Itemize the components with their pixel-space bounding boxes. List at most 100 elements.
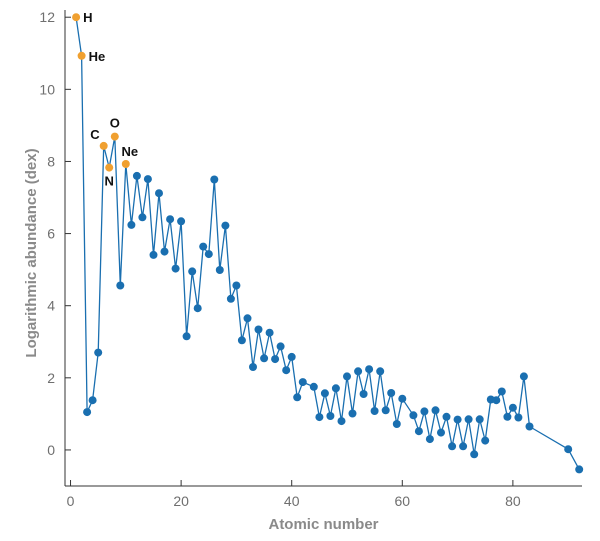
element-label: H [83,10,92,25]
data-point [166,215,175,224]
data-point [199,242,208,251]
data-point [414,427,423,436]
data-point [492,396,501,405]
element-label: He [89,49,106,64]
data-point [431,406,440,415]
data-point [503,412,512,421]
data-point [276,342,285,351]
highlight-point [77,51,86,60]
data-point [232,281,241,290]
data-point [155,189,163,198]
data-point [177,217,186,226]
y-tick-label: 8 [47,153,55,169]
data-point [88,396,97,405]
data-point [171,264,180,273]
element-labels: H He C N ONe [83,10,138,188]
data-point [193,304,202,313]
y-axis-title: Logarithmic abundance (dex) [23,148,40,357]
data-point [160,247,169,256]
data-point [243,314,252,323]
data-point [138,213,147,222]
data-point [254,325,263,334]
data-point [425,435,434,444]
data-point [320,389,329,398]
data-point [398,394,407,403]
data-point [564,445,573,454]
data-point [359,390,368,398]
data-point [315,413,324,422]
y-tick-label: 2 [47,370,55,386]
data-point [188,267,197,276]
x-tick-label: 80 [505,493,521,509]
y-tick-label: 0 [47,442,55,458]
highlight-point [99,141,108,150]
data-point [127,220,136,229]
data-point [116,281,125,290]
data-point [409,411,418,420]
data-point [453,415,462,424]
series-group [75,17,580,470]
data-point [497,387,506,396]
data-point [448,442,457,451]
data-point [519,372,528,381]
points-group [72,13,584,474]
highlight-point [121,160,130,168]
data-point [210,175,219,184]
data-point [298,378,307,387]
element-label: C [90,127,100,142]
data-point [260,354,269,363]
data-point [470,450,479,459]
data-point [459,442,468,451]
series-line [75,17,580,470]
element-label: O [110,116,120,131]
data-point [132,171,141,180]
highlight-point [105,163,114,172]
data-point [182,332,191,341]
data-point [221,221,230,230]
data-point [343,372,351,381]
data-point [437,428,445,437]
data-point [226,294,235,303]
x-tick-label: 0 [67,493,75,509]
data-point [83,408,92,417]
data-point [265,328,274,337]
data-point [293,393,302,402]
x-tick-label: 40 [284,493,300,509]
data-point [464,415,473,424]
data-point [481,436,490,445]
data-point [370,407,379,415]
y-tick-label: 12 [39,9,55,25]
data-point [514,413,523,422]
data-point [392,420,401,428]
data-point [387,389,396,397]
highlight-point [110,132,119,141]
tick-group: 0 2 4 6 8 10 12 0 20 40 60 80 [39,9,520,509]
y-tick-label: 4 [47,298,55,314]
data-point [204,250,213,259]
data-point [508,403,517,412]
element-label: N [105,174,114,189]
data-point [309,382,318,391]
data-point [331,384,340,393]
element-label: Ne [121,144,138,159]
data-point [376,367,385,376]
y-tick-label: 10 [39,81,55,97]
data-point [249,363,257,371]
data-point [143,175,152,184]
data-point [237,336,246,345]
y-tick-label: 6 [47,226,55,242]
x-tick-label: 60 [395,493,411,509]
data-point [475,415,484,424]
data-point [354,367,363,376]
data-point [215,266,224,274]
data-point [271,355,280,364]
data-point [381,406,390,415]
data-point [525,422,534,431]
data-point [442,412,451,421]
data-point [326,412,335,420]
x-axis-title: Atomic number [268,516,378,533]
data-point [348,409,357,418]
data-point [365,365,374,374]
data-point [287,352,296,361]
